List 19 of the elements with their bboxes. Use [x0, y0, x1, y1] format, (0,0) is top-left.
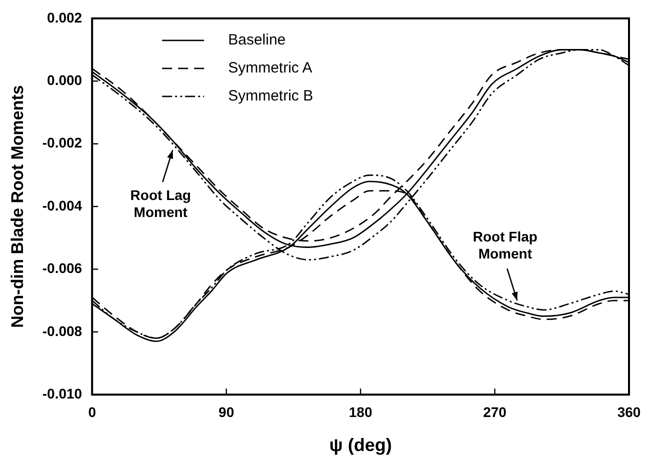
y-tick-label: 0.002	[47, 9, 82, 26]
legend-label: Symmetric B	[228, 88, 314, 105]
annotation: Root Lag Moment	[130, 186, 191, 220]
x-tick-label: 90	[218, 404, 234, 420]
y-tick-label: 0.000	[47, 72, 82, 88]
y-tick-label: -0.008	[42, 322, 82, 339]
legend-label: Symmetric A	[228, 60, 312, 77]
annotation: Root Flap Moment	[472, 228, 538, 262]
y-tick-label: -0.010	[42, 385, 82, 402]
y-tick-label: -0.004	[42, 197, 82, 214]
y-tick-label: -0.002	[42, 134, 82, 151]
x-tick-label: 180	[348, 404, 372, 420]
y-tick-label: -0.006	[42, 260, 82, 276]
x-tick-label: 360	[617, 404, 641, 420]
legend-label: Baseline	[228, 32, 286, 49]
x-axis-title: ψ (deg)	[329, 435, 392, 456]
y-axis-title: Non-dim Blade Root Moments	[8, 85, 27, 328]
x-tick-label: 270	[483, 404, 507, 420]
x-tick-label: 0	[88, 404, 96, 420]
